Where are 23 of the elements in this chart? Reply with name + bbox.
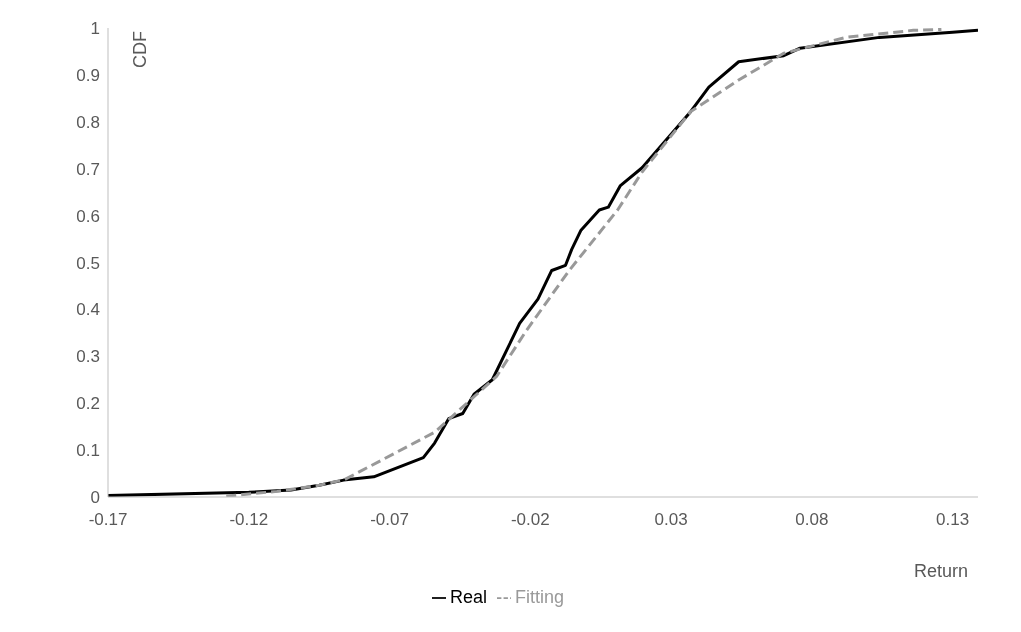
y-tick-label: 0.9 [76, 65, 100, 85]
y-tick-label: 0.6 [76, 206, 100, 226]
x-axis-title: Return [913, 561, 968, 581]
y-tick-label: 0.3 [76, 347, 100, 367]
x-tick-label: -0.17 [88, 510, 128, 530]
y-tick-label: 0.5 [76, 253, 100, 273]
y-tick-label: 0 [90, 488, 100, 508]
x-tick-label: -0.02 [510, 510, 550, 530]
y-tick-label: 1 [90, 19, 100, 39]
y-tick-label: 0.1 [76, 441, 100, 461]
y-axis-title: CDF [129, 31, 150, 68]
y-tick-label: 0.2 [76, 394, 100, 414]
x-tick-label: -0.12 [229, 510, 269, 530]
y-tick-label: 0.4 [76, 300, 100, 320]
x-tick-label: 0.13 [936, 510, 970, 530]
y-tick-label: 0.8 [76, 112, 100, 132]
line-series [224, 28, 943, 497]
x-tick-label: 0.03 [654, 510, 688, 530]
y-tick-label: 0.7 [76, 159, 100, 179]
legend-label: Fitting [515, 587, 565, 607]
x-tick-label: -0.07 [370, 510, 409, 530]
legend-label: Real [449, 587, 487, 607]
x-tick-label: 0.08 [795, 510, 829, 530]
